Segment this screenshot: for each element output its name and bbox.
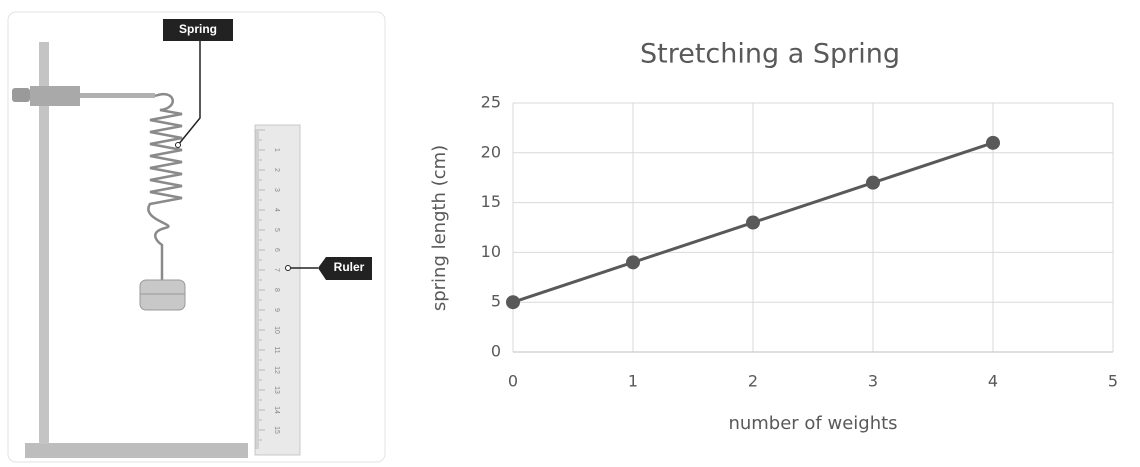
clamp bbox=[30, 86, 80, 106]
ruler-number: 11 bbox=[273, 346, 280, 353]
ruler-number: 10 bbox=[273, 326, 280, 334]
page: 123456789101112131415 Spring Ruler Stret… bbox=[0, 0, 1140, 467]
ruler-number: 13 bbox=[273, 386, 280, 394]
x-tick-label: 0 bbox=[508, 372, 518, 391]
ruler-number: 9 bbox=[273, 308, 280, 312]
y-axis-title: spring length (cm) bbox=[429, 145, 450, 311]
spring-label: Spring bbox=[179, 22, 217, 36]
ruler-number: 14 bbox=[273, 406, 280, 414]
x-tick-label: 4 bbox=[988, 372, 998, 391]
x-tick-label: 3 bbox=[868, 372, 878, 391]
callout-dot bbox=[176, 143, 181, 148]
ruler-number: 4 bbox=[273, 208, 280, 212]
ruler-number: 8 bbox=[273, 288, 280, 292]
data-point bbox=[506, 295, 520, 309]
data-point bbox=[626, 255, 640, 269]
ruler-number: 2 bbox=[273, 168, 280, 172]
callout-dot bbox=[286, 266, 291, 271]
ruler-label: Ruler bbox=[334, 260, 365, 274]
data-point bbox=[986, 136, 1000, 150]
ruler-number: 1 bbox=[273, 148, 280, 152]
weight bbox=[140, 280, 185, 310]
data-point bbox=[746, 216, 760, 230]
y-tick-label: 25 bbox=[481, 93, 501, 112]
stand-base bbox=[25, 443, 248, 458]
chart-title: Stretching a Spring bbox=[640, 39, 900, 70]
x-tick-label: 1 bbox=[628, 372, 638, 391]
arm bbox=[80, 93, 155, 98]
y-tick-label: 0 bbox=[491, 342, 501, 361]
x-tick-label: 2 bbox=[748, 372, 758, 391]
ruler-number: 6 bbox=[273, 248, 280, 252]
ruler-number: 12 bbox=[273, 366, 280, 374]
y-tick-label: 20 bbox=[481, 142, 501, 161]
ruler-number: 3 bbox=[273, 188, 280, 192]
y-tick-label: 10 bbox=[481, 242, 501, 261]
y-tick-label: 5 bbox=[491, 292, 501, 311]
ruler-number: 5 bbox=[273, 228, 280, 232]
y-tick-label: 15 bbox=[481, 192, 501, 211]
chart: Stretching a Spring number of weights sp… bbox=[429, 39, 1118, 435]
ruler-number: 15 bbox=[273, 426, 280, 434]
data-point bbox=[866, 176, 880, 190]
illustration-panel bbox=[8, 12, 385, 462]
x-axis-title: number of weights bbox=[728, 413, 897, 434]
x-tick-label: 5 bbox=[1108, 372, 1118, 391]
clamp-knob bbox=[12, 88, 30, 102]
ruler-number: 7 bbox=[273, 268, 280, 272]
